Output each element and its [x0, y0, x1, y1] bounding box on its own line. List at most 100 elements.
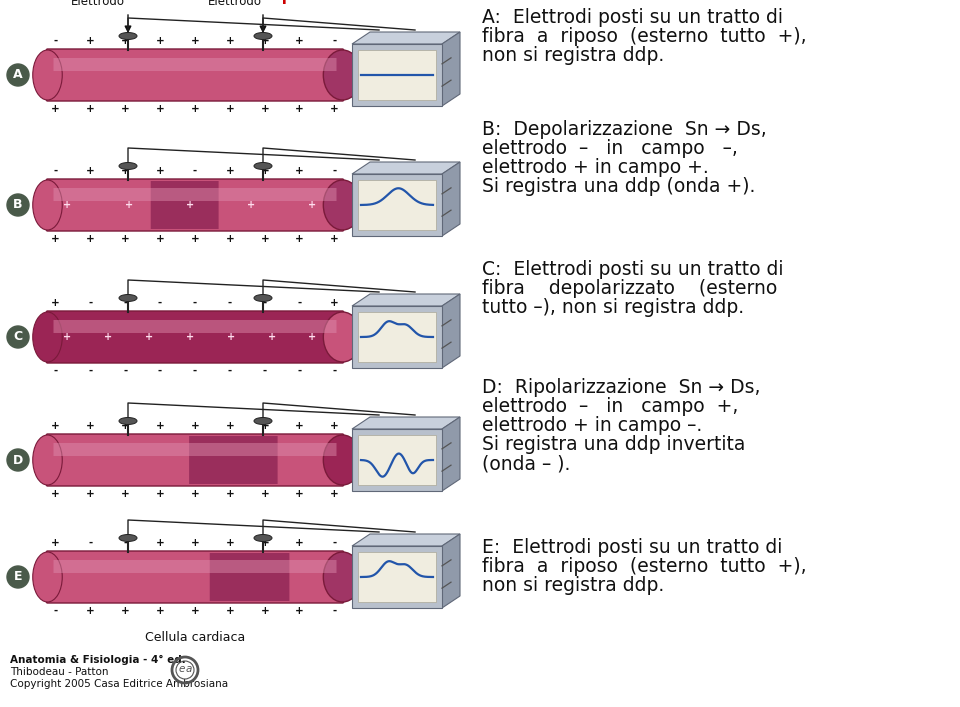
Text: elettrodo  –   in   campo  +,: elettrodo – in campo +, [482, 397, 738, 416]
Text: Si registra una ddp (onda +).: Si registra una ddp (onda +). [482, 177, 756, 196]
FancyBboxPatch shape [209, 553, 289, 601]
Text: +: + [125, 200, 132, 210]
Text: +: + [226, 104, 234, 114]
Text: +: + [275, 0, 294, 8]
Polygon shape [352, 534, 460, 546]
Text: +: + [191, 104, 200, 114]
Text: +: + [226, 421, 234, 431]
Text: +: + [86, 606, 95, 616]
Text: -: - [158, 298, 162, 308]
Text: +: + [191, 489, 200, 499]
Ellipse shape [33, 312, 62, 362]
Text: +: + [296, 104, 304, 114]
Polygon shape [352, 417, 460, 429]
Text: A: A [13, 69, 23, 81]
FancyBboxPatch shape [189, 436, 277, 484]
Text: +: + [268, 332, 276, 342]
Text: −: − [138, 0, 156, 8]
FancyBboxPatch shape [46, 311, 344, 363]
Polygon shape [352, 32, 460, 44]
FancyBboxPatch shape [54, 188, 337, 201]
Text: -: - [298, 298, 301, 308]
FancyBboxPatch shape [352, 174, 442, 236]
FancyBboxPatch shape [358, 435, 436, 485]
Ellipse shape [119, 163, 137, 170]
FancyBboxPatch shape [358, 50, 436, 100]
Text: -: - [228, 366, 232, 376]
Text: -: - [54, 36, 58, 46]
Text: +: + [296, 36, 304, 46]
Text: +: + [260, 538, 269, 548]
Text: +: + [227, 332, 235, 342]
Text: elettrodo + in campo –.: elettrodo + in campo –. [482, 416, 703, 435]
Text: +: + [86, 36, 95, 46]
Text: E:  Elettrodi posti su un tratto di: E: Elettrodi posti su un tratto di [482, 538, 782, 557]
Text: Copyright 2005 Casa Editrice Ambrosiana: Copyright 2005 Casa Editrice Ambrosiana [10, 679, 228, 689]
Polygon shape [442, 294, 460, 368]
Text: -: - [332, 606, 337, 616]
Text: Si registra una ddp invertita: Si registra una ddp invertita [482, 435, 745, 454]
Text: tutto –), non si registra ddp.: tutto –), non si registra ddp. [482, 298, 744, 317]
FancyBboxPatch shape [46, 551, 344, 603]
Text: -: - [158, 366, 162, 376]
Text: +: + [191, 538, 200, 548]
Text: +: + [308, 200, 317, 210]
Text: -: - [123, 366, 128, 376]
Text: +: + [260, 234, 269, 244]
Circle shape [7, 64, 29, 86]
Text: Elettrodo: Elettrodo [208, 0, 262, 8]
Text: -: - [263, 366, 267, 376]
Ellipse shape [119, 295, 137, 301]
FancyBboxPatch shape [46, 49, 344, 101]
Text: +: + [296, 489, 304, 499]
Ellipse shape [254, 163, 272, 170]
Text: Elettrodo: Elettrodo [71, 0, 125, 8]
Text: -: - [54, 366, 58, 376]
Text: elettrodo + in campo +.: elettrodo + in campo +. [482, 158, 708, 177]
Text: a: a [186, 664, 192, 674]
Text: +: + [156, 234, 164, 244]
Text: +: + [51, 234, 60, 244]
Text: +: + [156, 166, 164, 176]
FancyBboxPatch shape [352, 546, 442, 608]
Ellipse shape [119, 33, 137, 40]
Text: +: + [296, 606, 304, 616]
Text: -: - [332, 366, 337, 376]
FancyBboxPatch shape [358, 552, 436, 602]
Text: +: + [226, 538, 234, 548]
Text: -: - [123, 298, 128, 308]
Polygon shape [442, 417, 460, 491]
Text: +: + [260, 36, 269, 46]
Text: -: - [88, 366, 92, 376]
Text: fibra  a  riposo  (esterno  tutto  +),: fibra a riposo (esterno tutto +), [482, 557, 806, 576]
Ellipse shape [119, 418, 137, 424]
FancyBboxPatch shape [46, 434, 344, 486]
Text: -: - [88, 298, 92, 308]
Ellipse shape [33, 50, 62, 100]
Text: fibra    depolarizzato    (esterno: fibra depolarizzato (esterno [482, 279, 778, 298]
Polygon shape [352, 162, 460, 174]
Text: +: + [51, 538, 60, 548]
Ellipse shape [324, 552, 362, 602]
Text: +: + [226, 36, 234, 46]
Text: C: C [13, 330, 23, 344]
Text: +: + [247, 200, 255, 210]
Text: +: + [156, 489, 164, 499]
Text: +: + [296, 166, 304, 176]
Text: +: + [86, 104, 95, 114]
Circle shape [7, 194, 29, 216]
FancyBboxPatch shape [352, 44, 442, 106]
Text: +: + [156, 421, 164, 431]
Text: +: + [186, 332, 194, 342]
Text: +: + [63, 200, 72, 210]
Text: +: + [191, 606, 200, 616]
Text: +: + [121, 489, 130, 499]
FancyBboxPatch shape [46, 179, 344, 231]
Text: +: + [330, 234, 339, 244]
Text: A:  Elettrodi posti su un tratto di: A: Elettrodi posti su un tratto di [482, 8, 783, 27]
Text: -: - [193, 298, 197, 308]
FancyBboxPatch shape [151, 181, 219, 229]
Circle shape [7, 326, 29, 348]
FancyBboxPatch shape [352, 429, 442, 491]
Text: +: + [260, 166, 269, 176]
